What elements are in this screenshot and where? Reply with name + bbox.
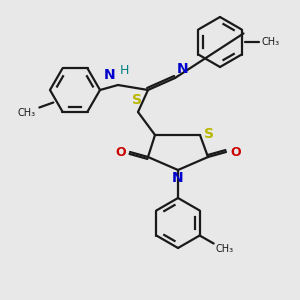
Text: S: S (132, 93, 142, 107)
Text: N: N (177, 62, 189, 76)
Text: O: O (230, 146, 241, 158)
Text: CH₃: CH₃ (17, 109, 35, 118)
Text: H: H (120, 64, 129, 77)
Text: N: N (172, 171, 184, 185)
Text: N: N (103, 68, 115, 82)
Text: CH₃: CH₃ (261, 37, 279, 47)
Text: CH₃: CH₃ (216, 244, 234, 254)
Text: O: O (116, 146, 126, 158)
Text: S: S (204, 127, 214, 141)
